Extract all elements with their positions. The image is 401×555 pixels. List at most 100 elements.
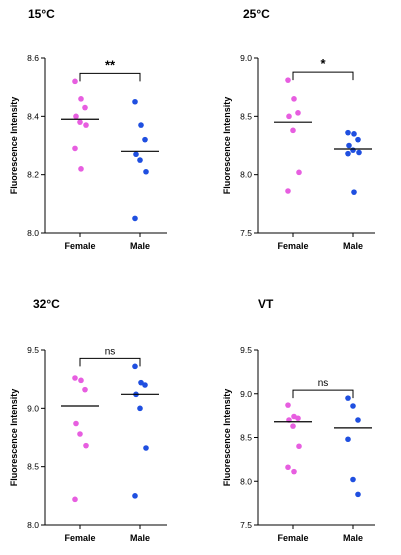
data-point-male: [355, 417, 361, 423]
data-point-male: [346, 142, 352, 149]
data-point-male: [356, 149, 362, 156]
y-tick-label: 9.0: [240, 53, 252, 63]
data-point-female: [291, 468, 297, 475]
data-point-male: [142, 136, 148, 143]
data-point-male: [350, 403, 356, 409]
data-point-female: [77, 119, 83, 125]
y-tick-label: 8.5: [27, 462, 39, 472]
y-tick-label: 9.5: [240, 345, 252, 355]
y-tick-label: 7.5: [240, 520, 252, 530]
data-point-female: [290, 423, 296, 429]
significance-bracket: [79, 72, 141, 82]
data-point-male: [132, 98, 138, 105]
data-point-female: [72, 496, 78, 503]
y-tick-label: 8.0: [240, 476, 252, 486]
data-point-female: [77, 431, 83, 437]
y-tick-label: 8.2: [27, 170, 39, 180]
y-tick-label: 9.0: [240, 389, 252, 399]
data-point-male: [132, 215, 138, 222]
data-point-male: [345, 129, 351, 136]
data-point-male: [138, 122, 144, 128]
data-point-male: [350, 476, 356, 483]
data-point-female: [290, 127, 296, 134]
y-tick-label: 7.5: [240, 228, 252, 238]
y-tick-label: 8.0: [27, 520, 39, 530]
chart-panel-2: 25°C Fluorescence Intensity 7.5 8.0 8.5 9.0 Fe…: [222, 7, 375, 251]
y-tick-label: 8.6: [27, 53, 39, 63]
data-point-male: [137, 157, 143, 163]
y-axis-label: Fluorescence Intensity: [9, 97, 19, 195]
y-tick-label: 9.0: [27, 403, 39, 413]
data-point-male: [143, 168, 149, 175]
y-tick-label: 8.0: [27, 228, 39, 238]
data-point-female: [285, 464, 291, 471]
data-point-female: [78, 96, 84, 102]
data-point-male: [345, 395, 351, 401]
chart-panel-4: VT Fluorescence Intensity 7.5 8.0 8.5 9.0 9.5 F…: [222, 297, 375, 543]
data-point-male: [132, 493, 138, 499]
data-point-female: [78, 377, 84, 384]
chart-title: 32°C: [33, 297, 60, 311]
significance-bracket: [292, 389, 354, 399]
data-point-female: [296, 443, 302, 450]
data-point-male: [355, 136, 361, 143]
chart-title: 25°C: [243, 7, 270, 21]
data-point-female: [285, 188, 291, 194]
data-point-male: [345, 436, 351, 443]
data-point-female: [82, 386, 88, 393]
y-axis-label: Fluorescence Intensity: [9, 389, 19, 487]
y-tick-label: 8.5: [240, 433, 252, 443]
x-tick-label-female: Female: [64, 533, 95, 543]
significance-bracket: [292, 71, 354, 81]
data-point-female: [72, 78, 78, 85]
significance-label: ns: [318, 378, 329, 389]
data-point-female: [82, 104, 88, 111]
chart-title: VT: [258, 297, 274, 311]
x-tick-label-female: Female: [277, 241, 308, 251]
data-point-female: [285, 77, 291, 83]
y-tick-label: 8.4: [27, 111, 39, 121]
data-point-female: [291, 96, 297, 102]
data-point-male: [351, 131, 357, 137]
significance-bracket: [79, 357, 141, 367]
x-tick-label-male: Male: [343, 533, 363, 543]
significance-label: **: [105, 57, 116, 72]
y-tick-label: 9.5: [27, 345, 39, 355]
data-point-female: [295, 110, 301, 116]
chart-panel-1: 15°C Fluorescence Intensity 8.0 8.2 8.4 8.6 Fe…: [9, 7, 167, 251]
data-point-male: [132, 363, 138, 370]
data-point-female: [296, 169, 302, 176]
x-tick-label-female: Female: [277, 533, 308, 543]
data-point-female: [73, 113, 79, 120]
data-point-female: [72, 375, 78, 381]
y-axis-label: Fluorescence Intensity: [222, 389, 232, 487]
significance-label: ns: [105, 346, 116, 357]
data-point-female: [73, 420, 79, 427]
x-tick-label-female: Female: [64, 241, 95, 251]
chart-panel-3: 32°C Fluorescence Intensity 8.0 8.5 9.0 9.5 Fe…: [9, 297, 167, 543]
y-axis-label: Fluorescence Intensity: [222, 97, 232, 195]
data-point-male: [355, 491, 361, 498]
data-point-male: [137, 405, 143, 412]
x-tick-label-male: Male: [130, 533, 150, 543]
data-point-female: [78, 166, 84, 172]
significance-label: *: [320, 56, 326, 71]
data-point-female: [83, 122, 89, 128]
x-tick-label-male: Male: [343, 241, 363, 251]
data-point-male: [345, 150, 351, 157]
chart-title: 15°C: [28, 7, 55, 21]
data-point-male: [142, 382, 148, 388]
data-point-female: [295, 415, 301, 422]
data-point-female: [285, 402, 291, 408]
data-point-male: [143, 445, 149, 451]
y-tick-label: 8.5: [240, 111, 252, 121]
data-point-male: [351, 189, 357, 195]
data-point-male: [350, 147, 356, 153]
y-tick-label: 8.0: [240, 170, 252, 180]
data-point-female: [72, 145, 78, 152]
data-point-female: [83, 442, 89, 449]
data-point-male: [133, 151, 139, 158]
data-point-female: [286, 113, 292, 120]
x-tick-label-male: Male: [130, 241, 150, 251]
